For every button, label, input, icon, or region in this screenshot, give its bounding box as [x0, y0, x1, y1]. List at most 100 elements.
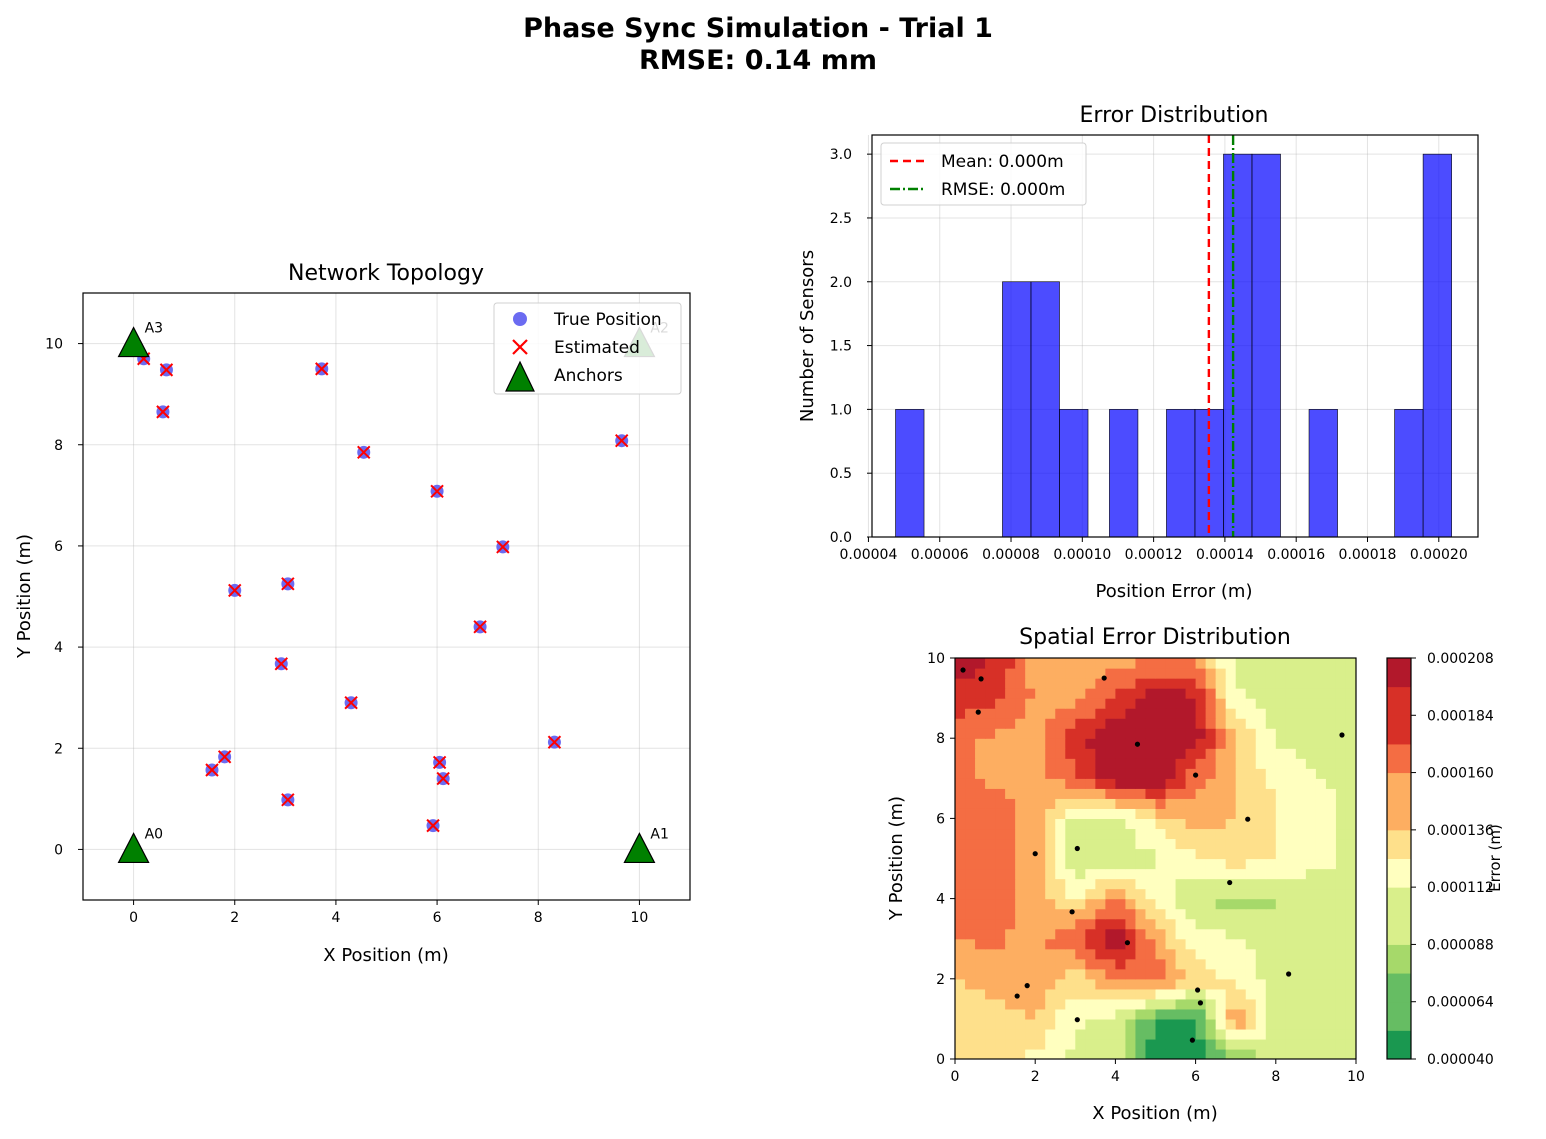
heatmap-cell — [1015, 948, 1026, 960]
heatmap-cell — [1275, 908, 1287, 920]
heatmap-cell — [1205, 918, 1217, 930]
heatmap-cell — [1195, 748, 1207, 759]
heatmap-cell — [1205, 658, 1217, 669]
heatmap-cell — [1025, 928, 1036, 940]
heatmap-cell — [1165, 908, 1177, 920]
heatmap-cell — [1115, 828, 1127, 840]
heatmap-cell — [1185, 738, 1197, 749]
heatmap-cell — [975, 728, 986, 739]
heatmap-cell — [1315, 998, 1327, 1010]
heatmap-cell — [955, 968, 966, 980]
heatmap-cell — [1125, 748, 1137, 759]
heatmap-cell — [1255, 1038, 1267, 1050]
heatmap-cell — [1115, 928, 1127, 940]
heatmap-cell — [1305, 988, 1317, 1000]
heatmap-cell — [1275, 968, 1287, 980]
heatmap-cell — [1075, 768, 1086, 779]
heatmap-cell — [1185, 978, 1197, 990]
heatmap-cell — [1105, 1048, 1116, 1059]
heatmap-cell — [1265, 688, 1277, 699]
anchor-marker — [117, 832, 150, 864]
heatmap-cell — [1085, 918, 1096, 930]
heatmap-cell — [1095, 868, 1106, 880]
heatmap-cell — [1105, 768, 1116, 779]
heatmap-cell — [1115, 858, 1127, 870]
heatmap-cell — [1225, 928, 1237, 940]
heatmap-cell — [1245, 838, 1257, 850]
heatmap-cell — [1175, 748, 1187, 759]
heatmap-cell — [1095, 968, 1106, 980]
heatmap-cell — [1315, 828, 1327, 840]
heatmap-cell — [955, 668, 966, 679]
heatmap-cell — [1095, 788, 1106, 799]
heatmap-cell — [1055, 718, 1066, 729]
heatmap-cell — [1255, 818, 1267, 830]
heatmap-cell — [1315, 1048, 1327, 1059]
heatmap-cell — [1005, 768, 1016, 779]
heatmap-cell — [1315, 658, 1327, 669]
heatmap-cell — [1135, 708, 1147, 719]
heatmap-cell — [975, 928, 986, 940]
heatmap-cell — [1045, 688, 1056, 699]
heatmap-cell — [1155, 1038, 1167, 1050]
estimated-position-point — [496, 540, 510, 554]
heatmap-cell — [1295, 728, 1307, 739]
heatmap-cell — [1175, 1028, 1187, 1040]
heatmap-cell — [1295, 958, 1307, 970]
heatmap-cell — [1335, 768, 1347, 779]
sensor-point — [1197, 1000, 1204, 1006]
heatmap-cell — [1295, 778, 1307, 789]
heatmap-cell — [1205, 878, 1217, 890]
heatmap-cell — [1315, 778, 1327, 789]
heatmap-cell — [1215, 828, 1227, 840]
x-tick-label: 0 — [951, 1069, 960, 1085]
heatmap-cell — [1265, 828, 1277, 840]
heatmap-cell — [1125, 848, 1137, 860]
heatmap-cell — [1045, 718, 1056, 729]
error-distribution-ylabel: Number of Sensors — [797, 250, 818, 422]
heatmap-cell — [1245, 988, 1257, 1000]
heatmap-cell — [1155, 968, 1167, 980]
heatmap-cell — [1145, 808, 1157, 819]
heatmap-cell — [1265, 808, 1277, 819]
heatmap-cell — [1045, 768, 1056, 779]
heatmap-cell — [1285, 658, 1297, 669]
heatmap-cell — [1345, 768, 1356, 779]
heatmap-cell — [1345, 898, 1356, 910]
heatmap-cell — [965, 938, 976, 950]
heatmap-cell — [1225, 688, 1237, 699]
heatmap-cell — [1335, 858, 1347, 870]
heatmap-cell — [1175, 1008, 1187, 1020]
heatmap-cell — [1085, 788, 1096, 799]
heatmap-cell — [955, 828, 966, 840]
histogram-bar — [1223, 153, 1253, 538]
heatmap-cell — [1105, 1018, 1116, 1030]
heatmap-cell — [1105, 978, 1116, 990]
y-tick-label: 2 — [54, 741, 63, 757]
heatmap-cell — [1215, 938, 1227, 950]
heatmap-cell — [1155, 958, 1167, 970]
heatmap-cell — [1025, 858, 1036, 870]
heatmap-cell — [1285, 778, 1297, 789]
heatmap-cell — [965, 898, 976, 910]
heatmap-cell — [1055, 818, 1066, 830]
heatmap-cell — [1025, 758, 1036, 769]
heatmap-cell — [985, 748, 996, 759]
heatmap-cell — [1265, 908, 1277, 920]
heatmap-cell — [1305, 708, 1317, 719]
colorbar-tick-label: 0.000064 — [1427, 995, 1494, 1011]
heatmap-cell — [1095, 978, 1106, 990]
heatmap-cell — [1095, 828, 1106, 840]
y-tick-label: 2 — [936, 972, 945, 988]
heatmap-cell — [1245, 1028, 1257, 1040]
heatmap-cell — [1255, 758, 1267, 769]
heatmap-cell — [1235, 838, 1247, 850]
heatmap-cell — [1025, 908, 1036, 920]
heatmap-cell — [1225, 998, 1237, 1010]
heatmap-cell — [1335, 808, 1347, 819]
heatmap-cell — [1065, 798, 1076, 809]
heatmap-cell — [975, 668, 986, 679]
heatmap-cell — [995, 928, 1006, 940]
heatmap-cell — [955, 778, 966, 789]
heatmap-cell — [1025, 848, 1036, 860]
